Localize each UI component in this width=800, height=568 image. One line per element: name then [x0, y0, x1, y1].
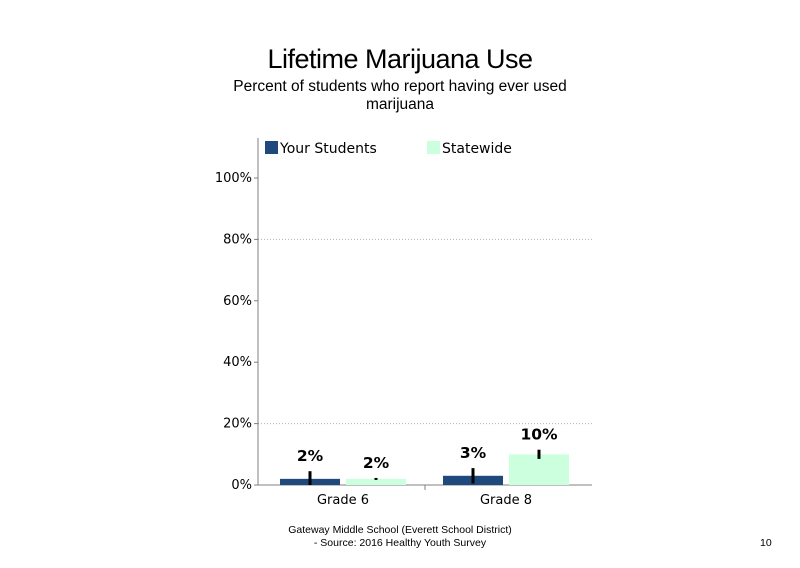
axes: 0% 20% 40% 60% 80% 100% Grade 6 Grade 8 — [215, 138, 592, 508]
page-number: 10 — [760, 537, 772, 549]
data-label: 3% — [460, 444, 487, 462]
data-label: 10% — [520, 426, 558, 444]
y-tick-label: 60% — [223, 294, 252, 309]
data-label: 2% — [297, 447, 324, 465]
y-tick-label: 100% — [215, 171, 252, 186]
footer-school: Gateway Middle School (Everett School Di… — [288, 524, 512, 536]
footer-source: Gateway Middle School (Everett School Di… — [250, 524, 550, 550]
legend-label: Statewide — [442, 141, 512, 157]
gridlines — [258, 238, 592, 425]
chart-title: Lifetime Marijuana Use — [267, 44, 533, 74]
y-tick-label: 80% — [223, 232, 252, 247]
bar-statewide — [509, 454, 569, 485]
legend-label: Your Students — [279, 141, 377, 157]
legend-swatch — [265, 141, 278, 154]
footer-source-line: - Source: 2016 Healthy Youth Survey — [313, 537, 487, 549]
chart-subtitle: Percent of students who report having ev… — [233, 78, 567, 113]
x-tick-label: Grade 6 — [317, 493, 369, 508]
y-tick-label: 0% — [231, 478, 252, 493]
x-tick-label: Grade 8 — [480, 493, 532, 508]
y-tick-label: 20% — [223, 417, 252, 432]
y-tick-label: 40% — [223, 355, 252, 370]
legend: Your Students Statewide — [265, 141, 512, 157]
bars: 2% 3% 2% 10% — [280, 426, 569, 485]
data-label: 2% — [363, 454, 390, 472]
legend-swatch — [427, 141, 440, 154]
bar-statewide — [346, 478, 406, 485]
